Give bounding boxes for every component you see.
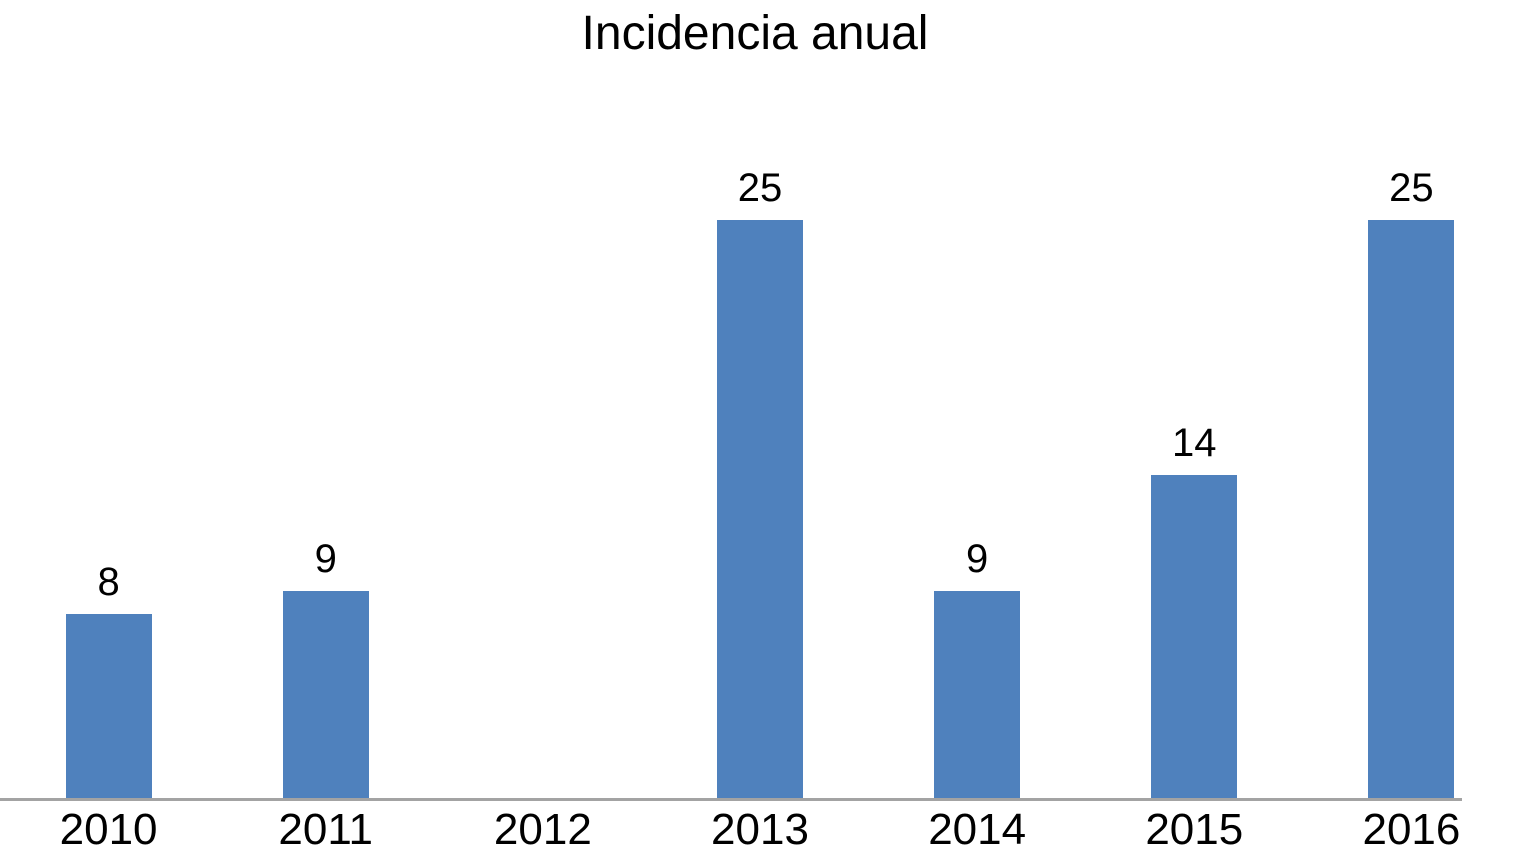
bar-column-2016: 25 [1303, 130, 1520, 800]
x-axis-label-2015: 2015 [1145, 805, 1244, 854]
bar-2010 [65, 614, 152, 800]
bar-value-label: 8 [97, 560, 120, 604]
bar-2013 [716, 220, 803, 800]
chart-title: Incidencia anual [581, 7, 929, 60]
bar-2015 [1151, 475, 1238, 800]
x-axis-label-2011: 2011 [278, 805, 374, 854]
bar-value-label: 9 [966, 537, 989, 581]
bar-column-2010: 8 [0, 130, 217, 800]
bar-2014 [934, 591, 1021, 800]
x-axis-label-2016: 2016 [1362, 805, 1461, 854]
bar-value-label: 25 [1389, 166, 1434, 210]
bar-column-2013: 25 [651, 130, 868, 800]
bar-column-2015: 14 [1086, 130, 1303, 800]
bar-column-2012 [434, 130, 651, 800]
x-axis-label-2012: 2012 [493, 805, 592, 854]
x-axis-label-2014: 2014 [928, 805, 1027, 854]
x-axis-labels: 2010 2011 2012 2013 2014 2015 2016 [0, 808, 1520, 852]
bar-value-label: 25 [737, 166, 783, 210]
x-axis-label-2013: 2013 [711, 805, 809, 854]
bar-2016 [1368, 220, 1455, 800]
bar-value-label: 14 [1172, 421, 1217, 465]
plot-area: 8 9 25 9 14 25 [0, 130, 1520, 800]
x-axis-line [0, 798, 1462, 801]
bar-column-2014: 9 [869, 130, 1086, 800]
bar-2011 [282, 591, 369, 800]
bar-value-label: 9 [314, 537, 337, 581]
x-axis-label-2010: 2010 [59, 805, 158, 854]
bar-column-2011: 9 [217, 130, 434, 800]
